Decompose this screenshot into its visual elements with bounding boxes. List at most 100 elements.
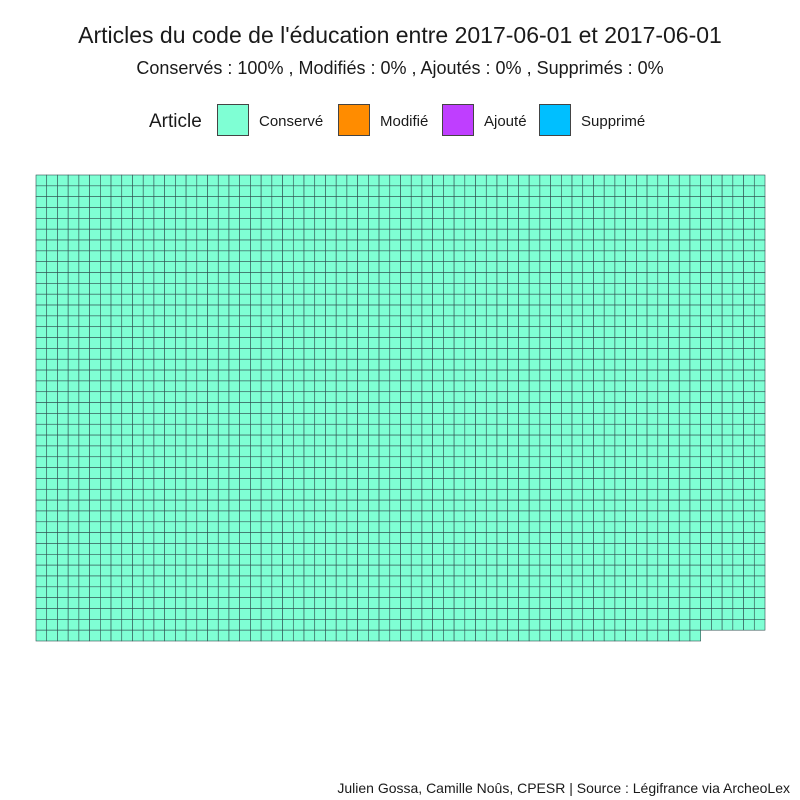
waffle-cell — [485, 434, 498, 447]
waffle-cell — [314, 521, 326, 533]
waffle-cell — [67, 586, 80, 598]
waffle-cell — [582, 423, 594, 436]
waffle-cell — [121, 423, 133, 436]
waffle-cell — [689, 174, 701, 187]
waffle-cell — [678, 488, 691, 501]
waffle-cell — [700, 196, 712, 208]
waffle-cell — [78, 619, 90, 631]
waffle-cell — [314, 239, 326, 252]
waffle-cell — [132, 326, 144, 338]
waffle-cell — [711, 218, 723, 230]
waffle-cell — [303, 358, 316, 371]
waffle-cell — [100, 586, 112, 598]
waffle-cell — [475, 553, 487, 566]
waffle-cell — [185, 369, 198, 382]
waffle-cell — [593, 499, 605, 512]
waffle-cell — [721, 358, 734, 371]
waffle-cell — [239, 575, 251, 588]
waffle-cell — [432, 293, 444, 306]
waffle-cell — [121, 348, 133, 360]
waffle-cell — [539, 510, 551, 523]
waffle-cell — [100, 239, 112, 252]
waffle-cell — [410, 380, 423, 393]
waffle-cell — [314, 413, 326, 425]
waffle-cell — [389, 629, 401, 642]
waffle-cell — [603, 521, 616, 533]
waffle-cell — [100, 564, 112, 577]
waffle-cell — [678, 369, 691, 382]
waffle-cell — [121, 445, 133, 458]
waffle-cell — [89, 445, 101, 458]
waffle-cell — [657, 207, 669, 219]
waffle-cell — [400, 369, 412, 382]
waffle-cell — [432, 283, 444, 295]
waffle-cell — [271, 207, 283, 219]
waffle-cell — [389, 272, 401, 284]
waffle-cell — [121, 564, 133, 577]
waffle-cell — [668, 218, 680, 230]
waffle-cell — [100, 358, 112, 371]
waffle-cell — [57, 218, 69, 230]
waffle-cell — [721, 510, 734, 523]
waffle-cell — [346, 521, 358, 533]
waffle-cell — [78, 272, 90, 284]
waffle-cell — [539, 174, 551, 187]
waffle-cell — [250, 174, 262, 187]
waffle-cell — [678, 597, 691, 609]
waffle-cell — [582, 174, 594, 187]
waffle-cell — [153, 586, 165, 598]
waffle-cell — [539, 553, 551, 566]
waffle-cell — [282, 510, 294, 523]
waffle-cell — [357, 304, 369, 317]
waffle-cell — [485, 239, 498, 252]
waffle-cell — [743, 326, 755, 338]
waffle-cell — [282, 304, 294, 317]
waffle-cell — [378, 174, 391, 187]
waffle-cell — [614, 478, 626, 490]
waffle-cell — [496, 510, 509, 523]
waffle-cell — [153, 196, 165, 208]
waffle-cell — [743, 543, 755, 555]
waffle-cell — [453, 304, 466, 317]
waffle-cell — [753, 488, 766, 501]
waffle-cell — [646, 597, 659, 609]
waffle-cell — [67, 564, 80, 577]
waffle-cell — [485, 315, 498, 328]
waffle-cell — [46, 174, 58, 187]
waffle-cell — [142, 510, 155, 523]
waffle-cell — [475, 532, 487, 544]
waffle-cell — [561, 467, 573, 479]
waffle-cell — [593, 283, 605, 295]
waffle-cell — [357, 619, 369, 631]
waffle-cell — [217, 272, 230, 284]
waffle-cell — [668, 543, 680, 555]
waffle-cell — [614, 467, 626, 479]
waffle-cell — [518, 575, 530, 588]
waffle-cell — [528, 488, 541, 501]
waffle-cell — [57, 619, 69, 631]
waffle-cell — [250, 445, 262, 458]
waffle-cell — [700, 402, 712, 414]
waffle-cell — [496, 434, 509, 447]
waffle-cell — [721, 619, 734, 631]
waffle-cell — [153, 348, 165, 360]
waffle-cell — [668, 467, 680, 479]
waffle-cell — [464, 174, 476, 187]
waffle-cell — [475, 283, 487, 295]
waffle-cell — [46, 196, 58, 208]
waffle-cell — [571, 586, 584, 598]
waffle-cell — [743, 456, 755, 468]
waffle-cell — [164, 207, 176, 219]
waffle-cell — [35, 586, 48, 598]
waffle-cell — [196, 575, 208, 588]
waffle-cell — [668, 228, 680, 241]
waffle-cell — [668, 185, 680, 197]
waffle-cell — [689, 185, 701, 197]
waffle-cell — [185, 272, 198, 284]
waffle-cell — [35, 315, 48, 328]
waffle-cell — [421, 391, 433, 403]
waffle-cell — [121, 207, 133, 219]
waffle-cell — [753, 532, 766, 544]
waffle-cell — [700, 391, 712, 403]
waffle-cell — [614, 239, 626, 252]
